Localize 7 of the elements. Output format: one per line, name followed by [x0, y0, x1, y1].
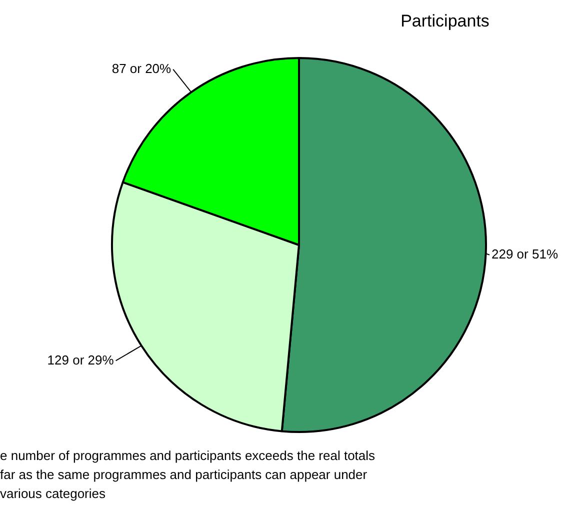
data-label: 129 or 29% [47, 352, 114, 368]
text: various categories [0, 485, 106, 503]
data-label: 229 or 51% [492, 246, 558, 262]
text: far as the same programmes and participants can appear under [0, 466, 368, 484]
text: e number of programmes and participants exceeds the real totals [0, 447, 376, 465]
data-label: 87 or 20% [112, 60, 172, 76]
chart-title: Participants [400, 12, 490, 31]
